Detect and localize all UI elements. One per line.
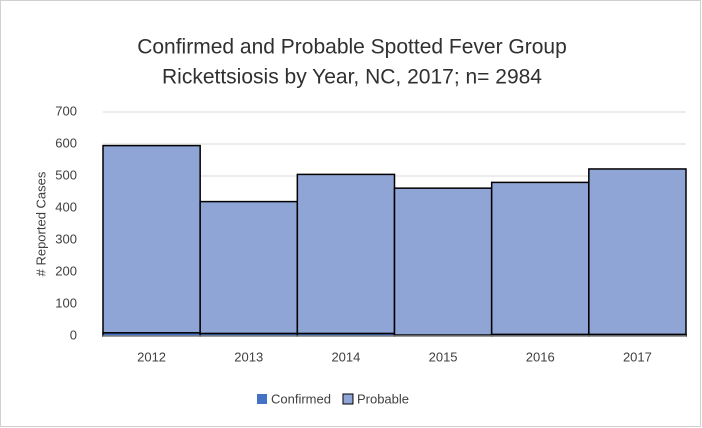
- y-tick-label: 700: [55, 103, 77, 118]
- x-tick-label: 2016: [526, 349, 555, 364]
- legend-label: Confirmed: [271, 391, 331, 406]
- x-tick-label: 2013: [234, 349, 263, 364]
- legend-swatch: [342, 393, 354, 405]
- bar-segment: [102, 144, 201, 334]
- y-tick-label: 300: [55, 231, 77, 246]
- bar-segment: [296, 173, 396, 335]
- chart-title: Confirmed and Probable Spotted Fever Gro…: [137, 36, 567, 59]
- x-tick-label: 2017: [623, 349, 652, 364]
- bar-segment: [588, 168, 687, 336]
- bar-segment: [199, 200, 299, 335]
- y-tick-label: 100: [55, 295, 77, 310]
- y-tick-label: 500: [55, 167, 77, 182]
- legend-label: Probable: [357, 391, 409, 406]
- y-tick-label: 400: [55, 199, 77, 214]
- y-tick-label: 600: [55, 135, 77, 150]
- x-tick-label: 2014: [331, 349, 360, 364]
- y-tick-label: 200: [55, 263, 77, 278]
- bar-segment: [393, 187, 493, 336]
- legend-swatch: [257, 394, 267, 404]
- x-tick-label: 2015: [429, 349, 458, 364]
- y-tick-label: 0: [70, 327, 77, 342]
- bar-segment: [490, 181, 590, 336]
- chart-title: Rickettsiosis by Year, NC, 2017; n= 2984: [162, 66, 542, 89]
- y-axis-label: # Reported Cases: [33, 171, 48, 276]
- x-tick-label: 2012: [137, 349, 166, 364]
